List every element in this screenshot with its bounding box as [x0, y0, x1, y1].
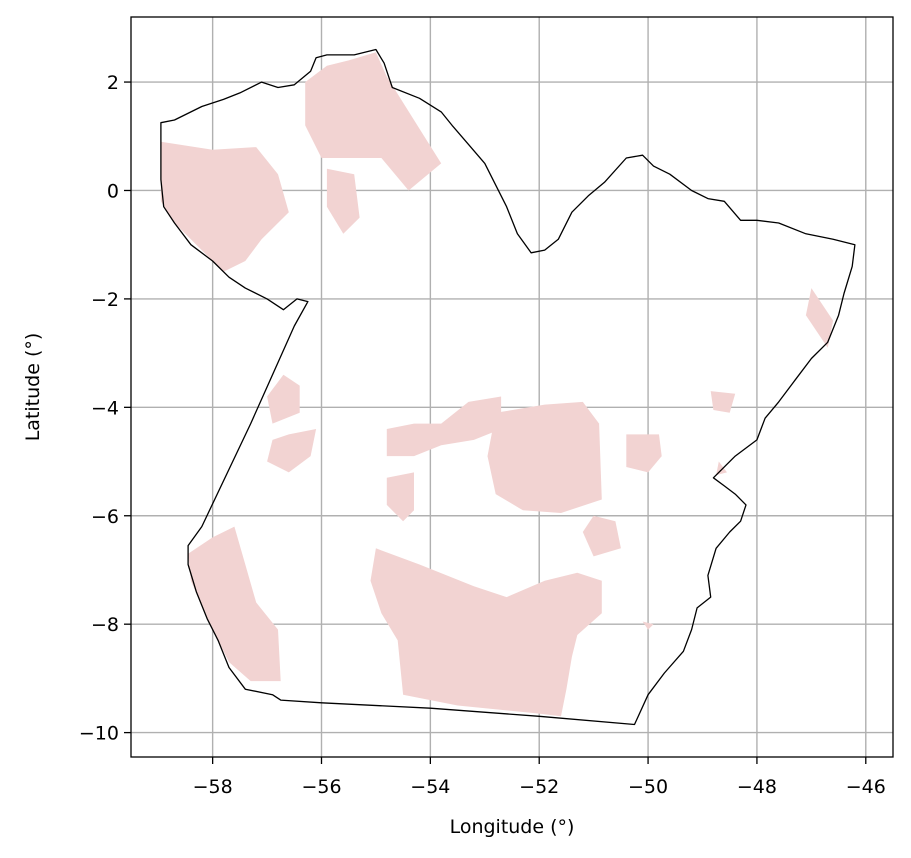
shaded-region-2 — [305, 52, 442, 191]
shaded-region-14 — [370, 548, 602, 717]
y-tick-label: −2 — [91, 289, 119, 311]
shaded-region-12 — [386, 472, 414, 522]
shaded-region-4 — [267, 374, 300, 424]
state-boundary — [160, 48, 856, 726]
x-tick-label: −52 — [519, 776, 559, 798]
shaded-region-5 — [267, 429, 317, 473]
plot-frame — [130, 16, 894, 758]
x-axis-ticks: −58 −56 −54 −52 −50 −48 −46 — [193, 757, 886, 798]
y-tick-label: 0 — [107, 180, 119, 202]
shaded-region-3 — [326, 168, 360, 234]
shaded-region-15 — [188, 526, 281, 682]
y-tick-label: −4 — [91, 397, 119, 419]
shaded-region-6 — [386, 396, 502, 457]
state-boundary-layer — [160, 48, 856, 726]
x-axis-label: Longitude (°) — [450, 816, 575, 838]
y-axis-label: Latitude (°) — [22, 333, 44, 442]
shaded-region-8 — [626, 434, 662, 473]
shaded-region-9 — [710, 391, 736, 413]
x-tick-label: −58 — [193, 776, 233, 798]
x-tick-label: −48 — [737, 776, 777, 798]
x-tick-label: −54 — [410, 776, 450, 798]
shaded-region-7 — [487, 401, 602, 513]
y-tick-label: −6 — [91, 506, 119, 528]
y-axis-ticks: 2 0 −2 −4 −6 −8 −10 — [79, 72, 131, 745]
y-tick-label: −8 — [91, 614, 119, 636]
shaded-regions — [160, 52, 834, 717]
x-tick-label: −46 — [846, 776, 886, 798]
shaded-region-16 — [642, 621, 654, 630]
x-tick-label: −50 — [628, 776, 668, 798]
shaded-region-1 — [160, 141, 289, 272]
x-tick-label: −56 — [301, 776, 341, 798]
shaded-region-11 — [805, 288, 834, 348]
y-tick-label: 2 — [107, 72, 119, 94]
shaded-region-13 — [582, 515, 621, 557]
y-tick-label: −10 — [79, 723, 119, 745]
